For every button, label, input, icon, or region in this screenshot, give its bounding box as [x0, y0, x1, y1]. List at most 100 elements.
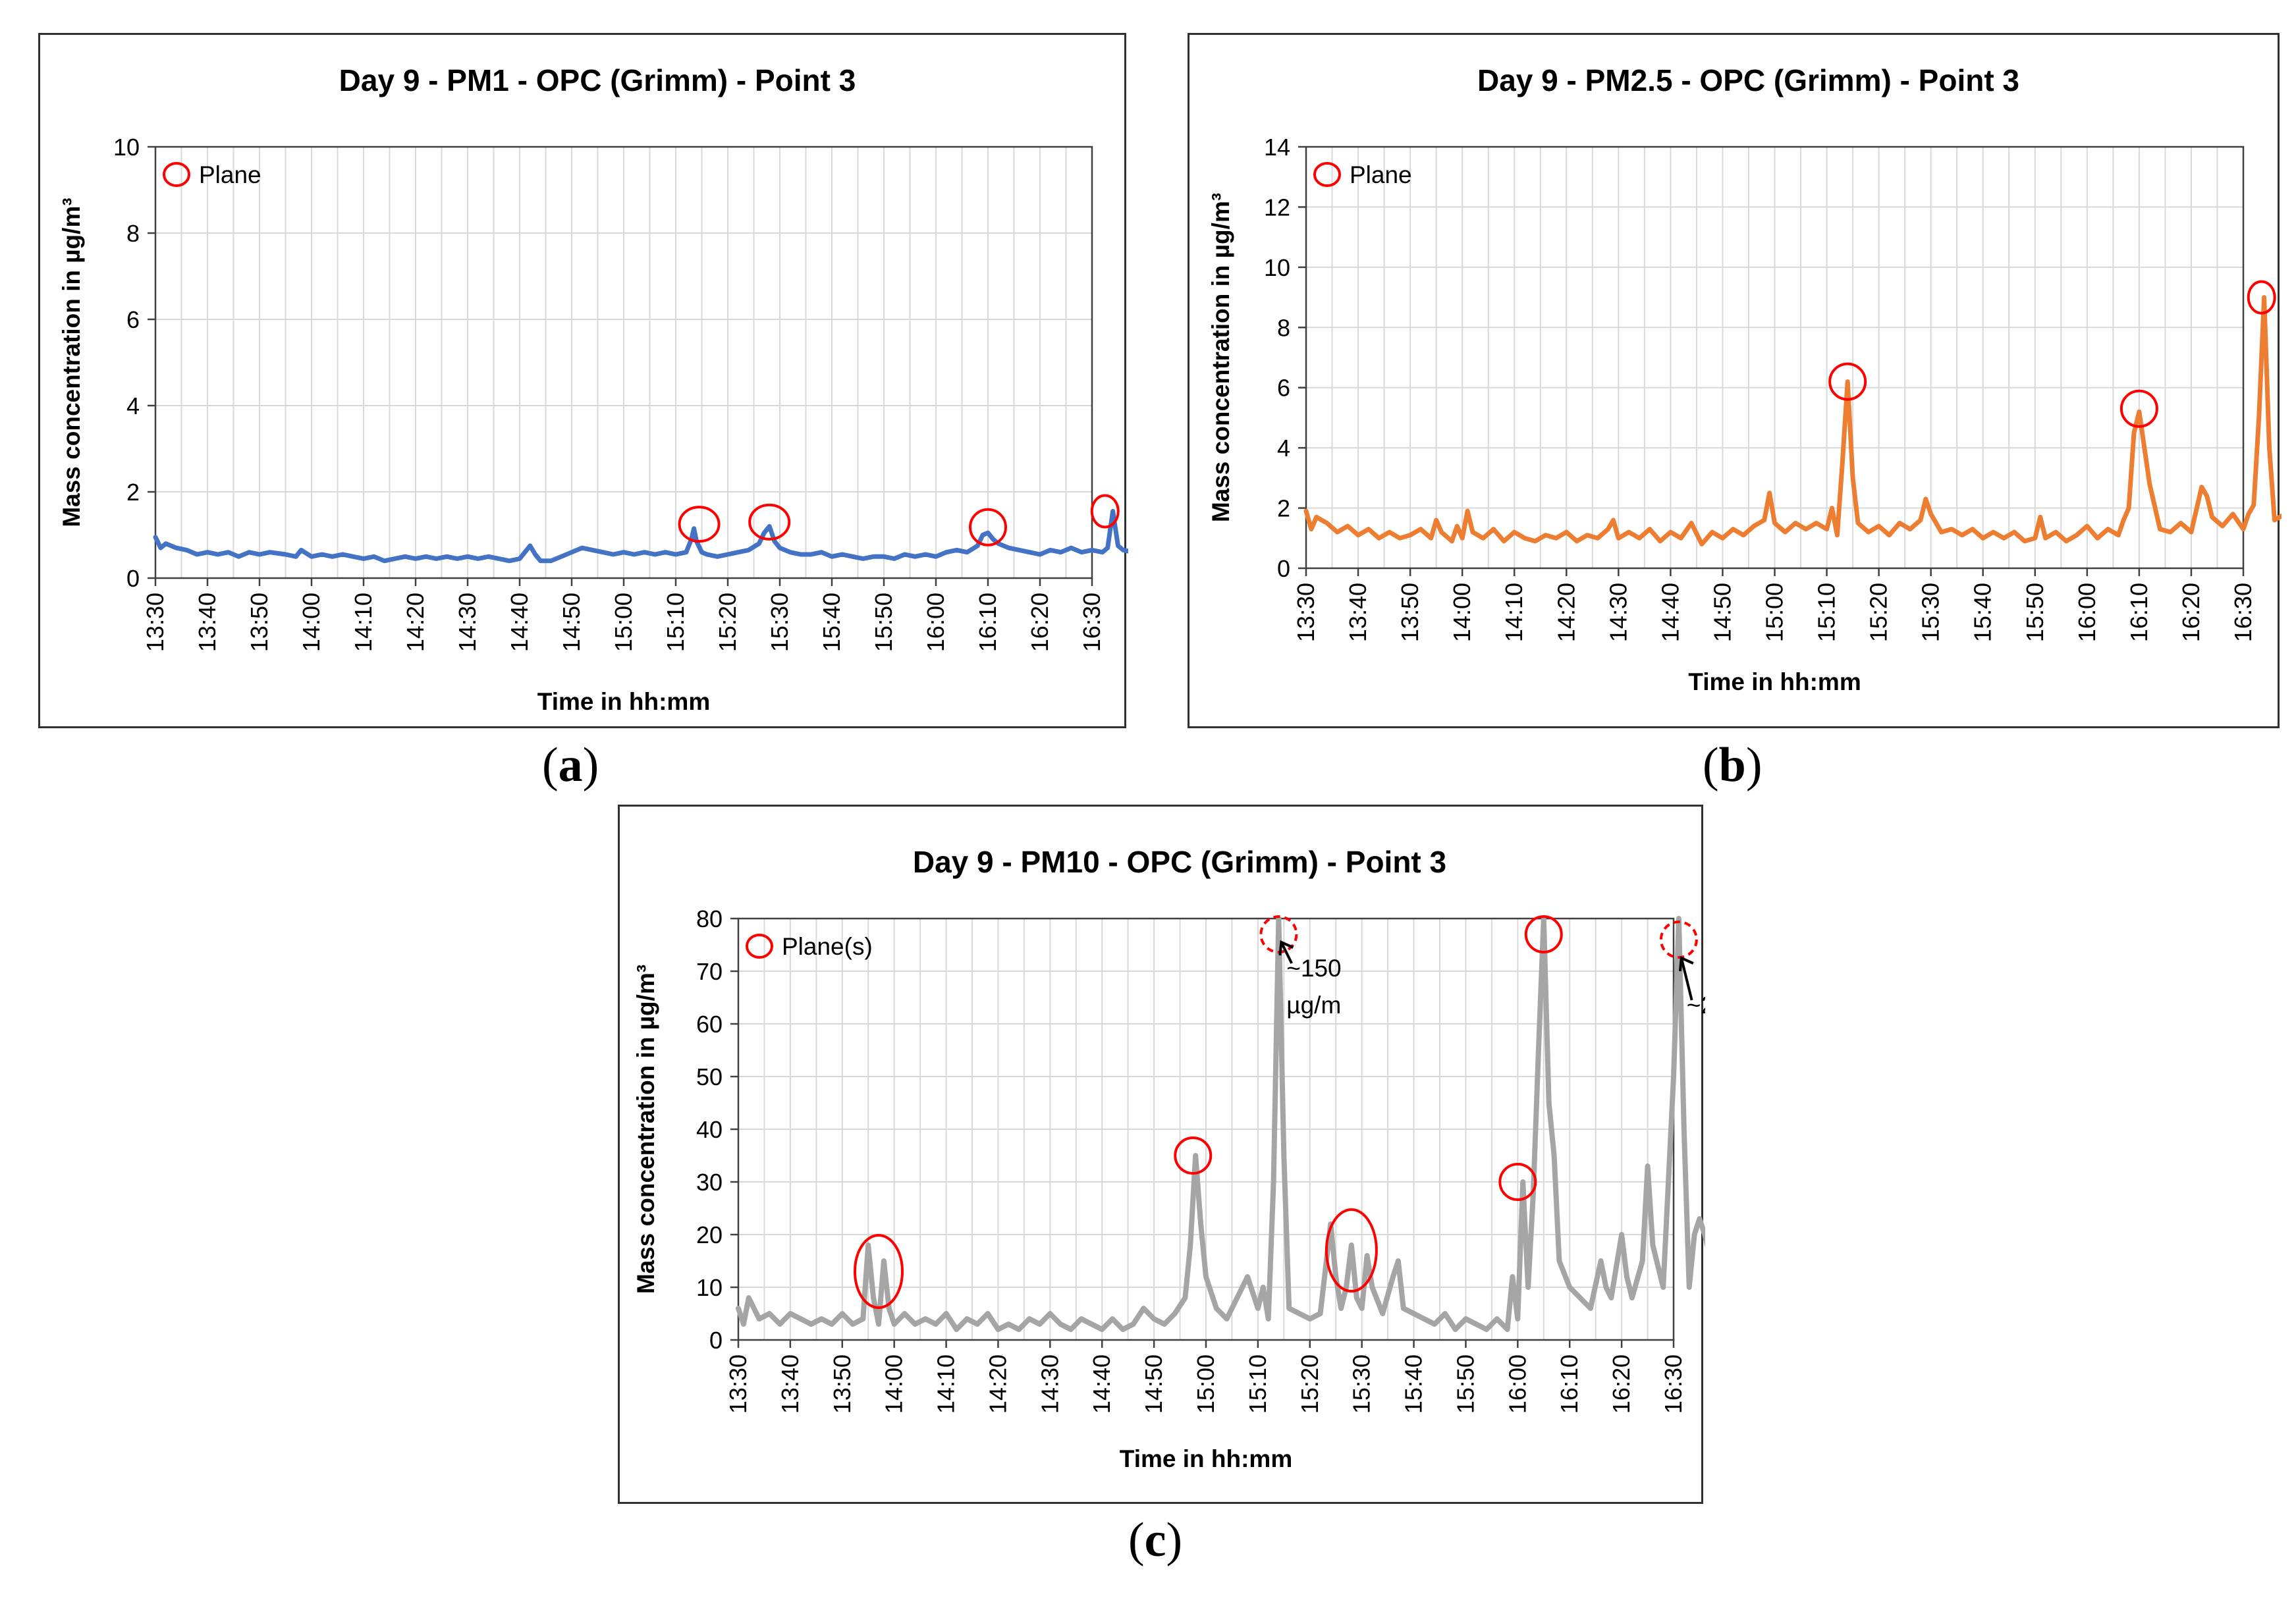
plane-marker-circle [1090, 494, 1120, 529]
x-tick-label: 15:50 [2021, 583, 2048, 642]
y-tick-label: 20 [696, 1221, 723, 1248]
caption-c-letter: c [1144, 1513, 1166, 1567]
chart-panel-c: Day 9 - PM10 - OPC (Grimm) - Point 3 0 10 2… [618, 805, 1705, 1504]
y-tick-label: 4 [126, 392, 140, 419]
y-axis-label: Mass concentration in µg/m³ [58, 198, 85, 527]
caption-a-letter: a [558, 738, 583, 792]
series-line-pm10 [736, 916, 1705, 1332]
x-tick-label: 16:00 [922, 593, 949, 652]
y-tick-label: 2 [1277, 495, 1290, 522]
plane-marker-circle [1259, 915, 1298, 953]
chart-c-svg: Day 9 - PM10 - OPC (Grimm) - Point 3 0 10 2… [632, 845, 1705, 1472]
x-tick-label: 16:10 [974, 593, 1001, 652]
x-tick-label: 15:10 [662, 593, 689, 652]
caption-c: (c) [1128, 1513, 1183, 1567]
plane-marker-circle [1828, 362, 1867, 401]
chart-b-grid [1305, 146, 2244, 569]
x-tick-label: 16:30 [1078, 593, 1105, 652]
x-tick-label: 16:00 [2073, 583, 2100, 642]
x-tick-label: 14:40 [1088, 1354, 1115, 1414]
x-tick-label: 15:20 [714, 593, 741, 652]
y-tick-label: 10 [1264, 254, 1290, 281]
x-tick-label: 15:30 [1348, 1354, 1375, 1414]
y-tick-label: 10 [113, 134, 140, 161]
y-tick-label: 0 [709, 1327, 723, 1354]
x-tick-label: 15:40 [1969, 583, 1996, 642]
y-tick-label: 6 [1277, 375, 1290, 402]
chart-panel-a: Day 9 - PM1 - OPC (Grimm) - Point 3 0 2 4 6 8… [38, 33, 1128, 728]
x-tick-label: 16:10 [2125, 583, 2152, 642]
y-tick-label: 80 [696, 905, 723, 932]
x-tick-label: 14:30 [454, 593, 481, 652]
x-tick-label: 14:40 [506, 593, 533, 652]
plane-marker-circle [678, 506, 721, 543]
x-tick-label: 13:50 [246, 593, 273, 652]
x-tick-label: 15:30 [1917, 583, 1944, 642]
y-tick-label: 0 [1277, 555, 1290, 582]
plane-marker-circle [854, 1234, 904, 1309]
y-tick-label: 12 [1264, 194, 1290, 221]
x-tick-label: 15:10 [1244, 1354, 1271, 1414]
plane-marker-circle [2247, 280, 2276, 315]
plane-marker-circle [1498, 1163, 1537, 1201]
x-tick-label: 15:20 [1865, 583, 1892, 642]
x-tick-label: 16:20 [1026, 593, 1053, 652]
x-tick-label: 15:00 [610, 593, 637, 652]
legend-marker-circle [1313, 162, 1341, 187]
x-tick-label: 16:00 [1504, 1354, 1531, 1414]
x-tick-label: 13:50 [829, 1354, 856, 1414]
x-tick-label: 16:10 [1556, 1354, 1583, 1414]
caption-b-letter: b [1718, 738, 1746, 792]
caption-b: (b) [1703, 738, 1763, 792]
x-tick-label: 13:40 [777, 1354, 804, 1414]
x-tick-label: 16:30 [1660, 1354, 1687, 1414]
y-tick-label: 8 [1277, 314, 1290, 341]
legend-marker-circle [746, 934, 773, 959]
x-tick-label: 15:00 [1192, 1354, 1219, 1414]
x-tick-label: 14:40 [1656, 583, 1683, 642]
x-tick-label: 16:20 [1608, 1354, 1635, 1414]
plane-marker-circle [1174, 1136, 1213, 1175]
chart-a-grid [155, 146, 1093, 579]
y-tick-label: 50 [696, 1063, 723, 1090]
x-tick-label: 15:50 [1452, 1354, 1479, 1414]
x-tick-label: 15:20 [1296, 1354, 1323, 1414]
x-tick-label: 13:40 [194, 593, 221, 652]
y-tick-label: 8 [126, 220, 140, 247]
x-tick-label: 14:50 [558, 593, 585, 652]
plane-marker-circle [1325, 1208, 1378, 1293]
x-tick-label: 15:00 [1761, 583, 1788, 642]
chart-b-title: Day 9 - PM2.5 - OPC (Grimm) - Point 3 [1477, 63, 2019, 97]
y-tick-label: 40 [696, 1116, 723, 1143]
arrow-line [1280, 942, 1293, 964]
x-axis-label: Time in hh:mm [1688, 668, 1861, 695]
y-axis-label: Mass concentration in µg/m³ [1207, 193, 1234, 522]
series-line-pm1 [153, 509, 1128, 564]
x-tick-label: 14:00 [1448, 583, 1475, 642]
arrow-head [1278, 940, 1294, 956]
x-tick-label: 14:20 [402, 593, 429, 652]
plane-marker-circle [748, 503, 791, 541]
x-tick-label: 14:30 [1036, 1354, 1063, 1414]
y-tick-label: 4 [1277, 435, 1290, 462]
x-tick-label: 16:30 [2229, 583, 2256, 642]
x-tick-label: 14:10 [933, 1354, 960, 1414]
arrow-line [1680, 957, 1693, 1001]
chart-a-svg: Day 9 - PM1 - OPC (Grimm) - Point 3 0 2 4 6 8… [58, 63, 1128, 715]
chart-panel-b: Day 9 - PM2.5 - OPC (Grimm) - Point 3 0 2 4… [1188, 33, 2282, 728]
x-tick-label: 15:30 [766, 593, 793, 652]
y-tick-label: 60 [696, 1011, 723, 1038]
x-tick-label: 16:20 [2177, 583, 2204, 642]
x-tick-label: 14:10 [350, 593, 377, 652]
y-axis-label: Mass concentration in µg/m³ [632, 965, 659, 1294]
x-tick-label: 14:50 [1140, 1354, 1167, 1414]
arrow-head [1678, 956, 1694, 972]
series-line-pm25 [1303, 295, 2282, 547]
plane-marker-circle [2119, 389, 2158, 428]
x-tick-label: 14:10 [1500, 583, 1527, 642]
y-tick-label: 2 [126, 479, 140, 506]
y-tick-label: 6 [126, 306, 140, 333]
legend-label: Plane(s) [782, 933, 873, 960]
legend-marker-circle [163, 162, 190, 187]
y-tick-label: 0 [126, 565, 140, 592]
